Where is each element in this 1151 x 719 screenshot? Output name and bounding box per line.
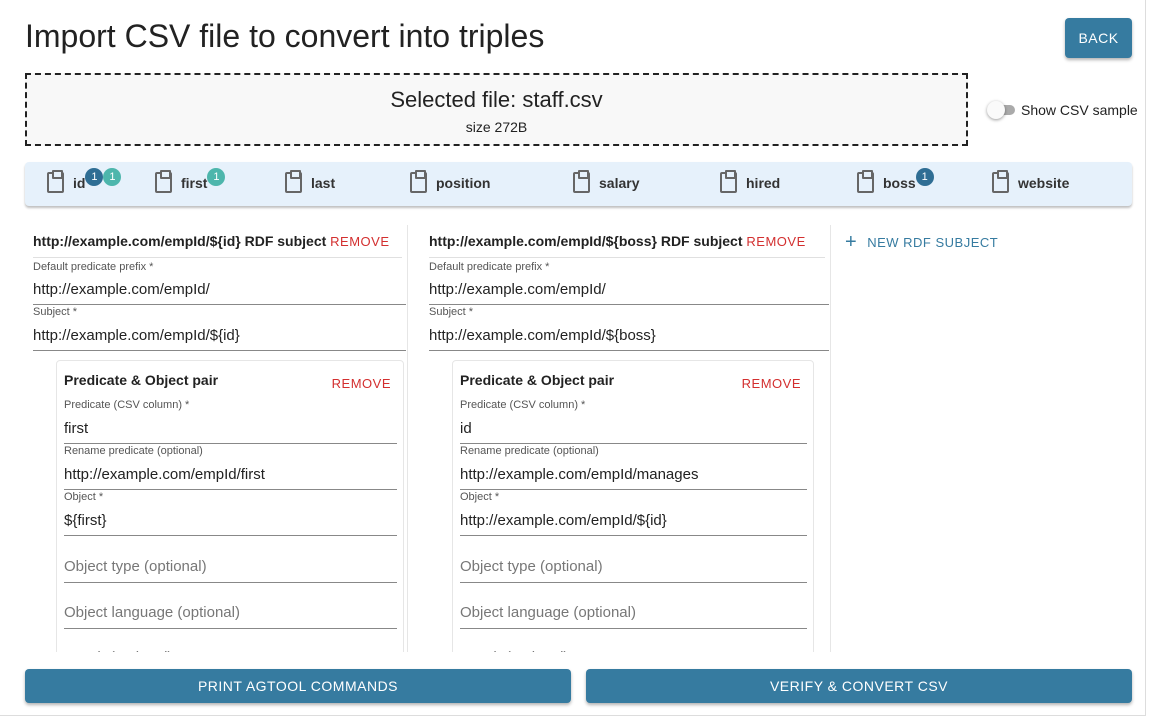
pair-title: Predicate & Object pair	[64, 372, 219, 388]
rename-predicate-label: Rename predicate (optional)	[64, 445, 203, 457]
predicate-input[interactable]: id	[460, 420, 807, 444]
prefix-input[interactable]: http://example.com/empId/	[429, 281, 829, 305]
clipboard-icon	[992, 170, 1009, 193]
clipboard-icon	[410, 170, 427, 193]
selected-file: Selected file: staff.csv	[390, 87, 603, 112]
graph-input[interactable]: Graph (optional)	[460, 649, 807, 652]
subjects-area[interactable]: http://example.com/empId/${id} RDF subje…	[25, 225, 1132, 652]
usage-badge: 1	[103, 167, 122, 186]
csv-columns-bar: id 1 1 first 1 last position salary hired boss 1 we…	[25, 162, 1132, 206]
object-language-input[interactable]: Object language (optional)	[64, 604, 397, 629]
file-size: size 272B	[465, 119, 528, 135]
subject-input[interactable]: http://example.com/empId/${id}	[33, 327, 406, 351]
subject-title: http://example.com/empId/${boss} RDF sub…	[429, 233, 743, 249]
column-name: id	[73, 174, 86, 191]
column-name: boss	[883, 174, 916, 191]
prefix-label: Default predicate prefix *	[429, 261, 550, 273]
csv-column-chip[interactable]: hired	[720, 170, 781, 193]
remove-pair-button[interactable]: REMOVE	[741, 376, 801, 391]
usage-badge: 1	[207, 167, 226, 186]
column-name: website	[1018, 174, 1070, 191]
object-label: Object *	[64, 491, 104, 503]
subject-heading: http://example.com/empId/${boss} RDF sub…	[429, 233, 806, 249]
file-drop-zone[interactable]: Selected file: staff.csv size 272B	[25, 73, 968, 146]
clipboard-icon	[720, 170, 737, 193]
subject-heading: http://example.com/empId/${id} RDF subje…	[33, 233, 390, 249]
plus-icon: +	[845, 231, 858, 253]
remove-subject-button[interactable]: REMOVE	[330, 234, 390, 249]
print-agtool-commands-button[interactable]: PRINT AGTOOL COMMANDS	[25, 669, 571, 703]
object-input[interactable]: http://example.com/empId/${id}	[460, 512, 807, 536]
object-language-input[interactable]: Object language (optional)	[460, 604, 807, 629]
pair-title: Predicate & Object pair	[460, 372, 615, 388]
show-csv-sample-toggle[interactable]	[987, 101, 1017, 119]
rename-predicate-input[interactable]: http://example.com/empId/first	[64, 466, 397, 490]
graph-input[interactable]: Graph (optional)	[64, 649, 397, 652]
csv-column-chip[interactable]: first 1	[155, 167, 226, 193]
remove-pair-button[interactable]: REMOVE	[331, 376, 391, 391]
new-rdf-subject-label: NEW RDF SUBJECT	[867, 235, 999, 250]
usage-badge: 1	[85, 167, 104, 186]
csv-column-chip[interactable]: id 1 1	[47, 167, 122, 193]
subject-card: http://example.com/empId/${id} RDF subje…	[25, 225, 408, 652]
prefix-input[interactable]: http://example.com/empId/	[33, 281, 406, 305]
object-input[interactable]: ${first}	[64, 512, 397, 536]
prefix-label: Default predicate prefix *	[33, 261, 154, 273]
subject-input[interactable]: http://example.com/empId/${boss}	[429, 327, 829, 351]
back-button[interactable]: BACK	[1065, 18, 1132, 58]
remove-subject-button[interactable]: REMOVE	[746, 234, 806, 249]
column-name: last	[311, 174, 336, 191]
column-name: hired	[746, 174, 781, 191]
csv-column-chip[interactable]: boss 1	[857, 167, 934, 193]
rename-predicate-label: Rename predicate (optional)	[460, 445, 599, 457]
column-name: position	[436, 174, 491, 191]
clipboard-icon	[47, 170, 64, 193]
clipboard-icon	[285, 170, 302, 193]
show-csv-sample-label: Show CSV sample	[1021, 102, 1138, 118]
page-title: Import CSV file to convert into triples	[25, 18, 545, 54]
csv-column-chip[interactable]: website	[992, 170, 1070, 193]
object-type-input[interactable]: Object type (optional)	[64, 558, 397, 583]
subject-label: Subject *	[33, 306, 78, 318]
object-type-input[interactable]: Object type (optional)	[460, 558, 807, 583]
predicate-object-pair: Predicate & Object pair REMOVE Predicate…	[56, 360, 404, 652]
column-name: first	[181, 174, 208, 191]
verify-convert-csv-button[interactable]: VERIFY & CONVERT CSV	[586, 669, 1132, 703]
usage-badge: 1	[915, 167, 934, 186]
object-label: Object *	[460, 491, 500, 503]
predicate-object-pair: Predicate & Object pair REMOVE Predicate…	[452, 360, 814, 652]
predicate-label: Predicate (CSV column) *	[460, 399, 586, 411]
rename-predicate-input[interactable]: http://example.com/empId/manages	[460, 466, 807, 490]
subject-card: http://example.com/empId/${boss} RDF sub…	[421, 225, 831, 652]
subject-label: Subject *	[429, 306, 474, 318]
predicate-input[interactable]: first	[64, 420, 397, 444]
csv-column-chip[interactable]: salary	[573, 170, 640, 193]
subject-title: http://example.com/empId/${id} RDF subje…	[33, 233, 327, 249]
predicate-label: Predicate (CSV column) *	[64, 399, 190, 411]
clipboard-icon	[155, 170, 172, 193]
clipboard-icon	[573, 170, 590, 193]
csv-column-chip[interactable]: position	[410, 170, 491, 193]
csv-column-chip[interactable]: last	[285, 170, 336, 193]
new-rdf-subject-button[interactable]: + NEW RDF SUBJECT	[845, 231, 998, 254]
clipboard-icon	[857, 170, 874, 193]
column-name: salary	[599, 174, 640, 191]
